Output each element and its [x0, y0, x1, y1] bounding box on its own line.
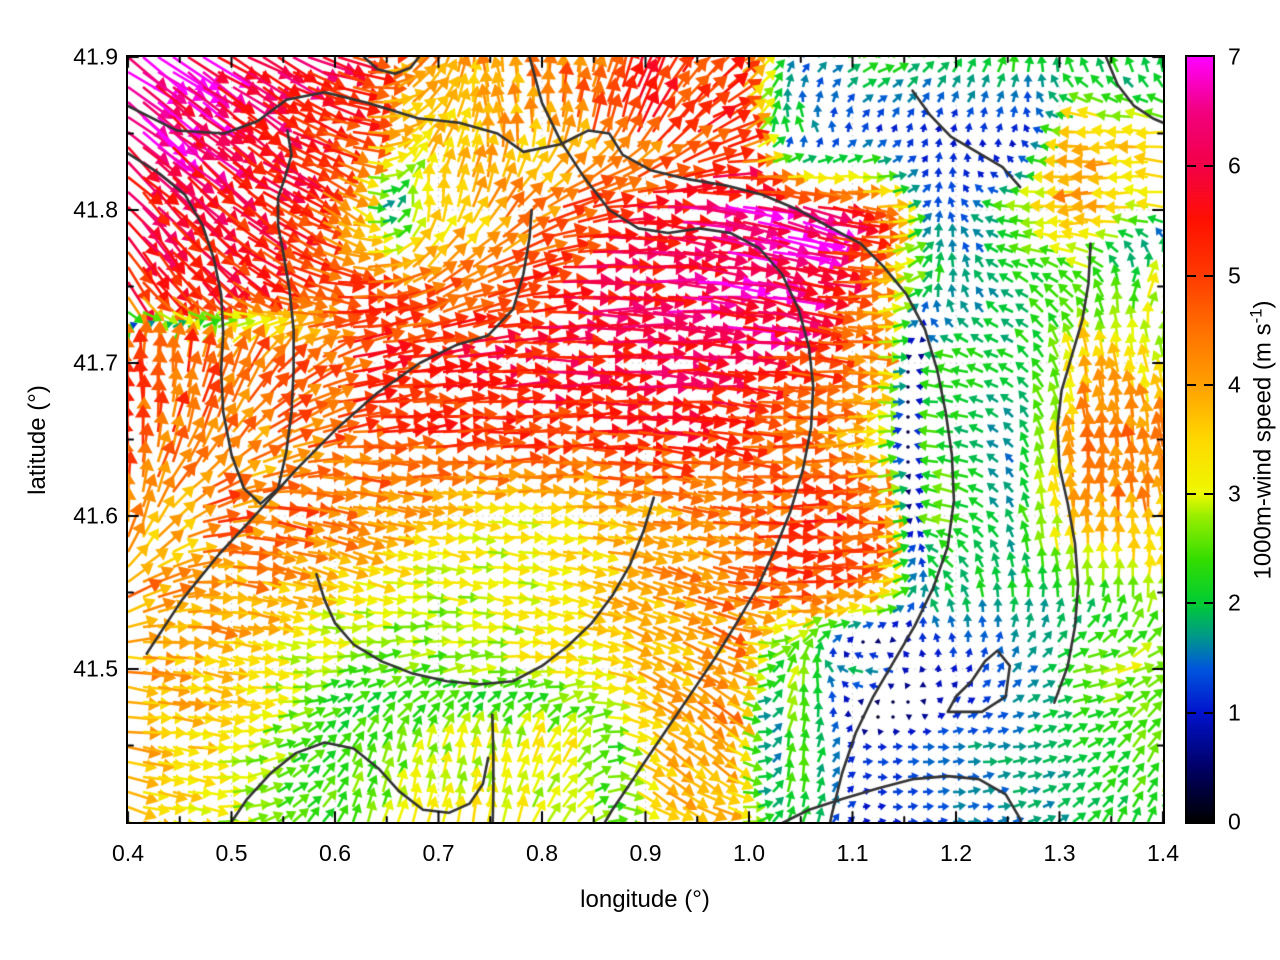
- colorbar-label-sup: -1: [1246, 308, 1266, 324]
- colorbar-tick-label: 0: [1228, 808, 1241, 835]
- x-tick-label: 0.7: [422, 840, 455, 866]
- y-tick-label: 41.5: [73, 655, 118, 682]
- x-tick-label: 1.0: [733, 840, 765, 866]
- colorbar-tick-dash: [1204, 493, 1213, 496]
- colorbar-tick-label: 2: [1228, 589, 1241, 616]
- colorbar-tick-dash: [1204, 711, 1213, 714]
- x-axis-label: longitude (°): [580, 886, 710, 913]
- colorbar-tick-dash: [1187, 165, 1196, 168]
- plot-area: [126, 55, 1165, 824]
- colorbar-tick-label: 7: [1228, 43, 1241, 70]
- colorbar-tick-label: 1: [1228, 699, 1241, 726]
- x-tick-label: 1.2: [940, 840, 972, 866]
- colorbar-tick-dash: [1204, 383, 1213, 386]
- colorbar-tick-dash: [1187, 383, 1196, 386]
- colorbar-tick-label: 4: [1228, 371, 1241, 398]
- x-tick-label: 1.3: [1043, 840, 1076, 866]
- y-tick-label: 41.7: [73, 349, 118, 376]
- colorbar-tick-dash: [1187, 274, 1196, 277]
- x-tick-label: 0.5: [215, 840, 248, 866]
- x-tick-label: 1.4: [1147, 840, 1179, 866]
- y-tick-label: 41.9: [73, 43, 118, 70]
- colorbar-tick-dash: [1187, 602, 1196, 605]
- x-tick-label: 0.8: [526, 840, 558, 866]
- colorbar-tick-dash: [1204, 602, 1213, 605]
- colorbar-tick-dash: [1204, 274, 1213, 277]
- x-tick-label: 1.1: [836, 840, 869, 866]
- colorbar: [1185, 55, 1215, 824]
- x-tick-label: 0.9: [629, 840, 662, 866]
- x-tick-label: 0.6: [319, 840, 351, 866]
- colorbar-tick-dash: [1187, 493, 1196, 496]
- quiver-canvas: [128, 57, 1163, 822]
- colorbar-tick-dash: [1204, 165, 1213, 168]
- x-tick-label: 0.4: [112, 840, 144, 866]
- colorbar-tick-label: 3: [1228, 480, 1241, 507]
- y-tick-label: 41.6: [73, 502, 118, 529]
- colorbar-label: 1000m-wind speed (m s-1): [1247, 300, 1278, 579]
- colorbar-tick-label: 5: [1228, 262, 1241, 289]
- colorbar-label-prefix: 1000m-wind speed (m s: [1249, 323, 1277, 580]
- colorbar-tick-dash: [1187, 711, 1196, 714]
- colorbar-tick-label: 6: [1228, 152, 1241, 179]
- colorbar-label-suffix: ): [1249, 300, 1277, 309]
- y-axis-label: latitude (°): [24, 385, 51, 495]
- colorbar-gradient: [1187, 57, 1213, 822]
- y-tick-label: 41.8: [73, 196, 118, 223]
